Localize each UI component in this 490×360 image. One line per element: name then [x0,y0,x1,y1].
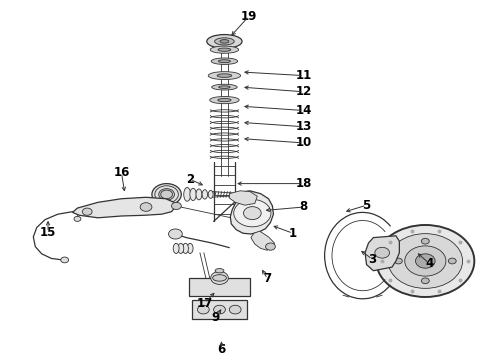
Circle shape [172,202,181,210]
Circle shape [74,216,81,221]
Ellipse shape [173,243,179,253]
Circle shape [197,305,209,314]
Circle shape [416,254,435,268]
Ellipse shape [217,74,232,77]
Ellipse shape [210,96,239,104]
Polygon shape [251,231,274,250]
Circle shape [61,257,69,263]
Polygon shape [230,191,273,234]
Text: 1: 1 [289,227,297,240]
Ellipse shape [220,40,229,43]
Ellipse shape [210,46,239,53]
Circle shape [229,305,241,314]
Ellipse shape [182,243,188,253]
Circle shape [376,225,474,297]
Ellipse shape [219,60,230,63]
Text: 12: 12 [295,85,312,98]
Text: 8: 8 [300,201,308,213]
Ellipse shape [184,188,191,201]
Text: 5: 5 [363,199,370,212]
Polygon shape [189,278,250,296]
Ellipse shape [212,84,237,90]
Ellipse shape [207,35,242,48]
Ellipse shape [208,190,213,198]
Ellipse shape [196,189,202,200]
Circle shape [159,189,174,200]
Ellipse shape [215,38,234,45]
Circle shape [448,258,456,264]
Circle shape [169,229,182,239]
Ellipse shape [213,275,226,281]
Ellipse shape [218,48,231,51]
Circle shape [152,184,181,205]
Circle shape [140,203,152,211]
Text: 6: 6 [218,343,225,356]
Ellipse shape [219,86,230,89]
Text: 2: 2 [186,173,194,186]
Ellipse shape [208,72,241,80]
Polygon shape [73,197,175,218]
Text: 16: 16 [113,166,130,179]
Ellipse shape [202,190,208,199]
Text: 14: 14 [295,104,312,117]
Polygon shape [229,191,257,205]
Text: 4: 4 [425,257,433,270]
Circle shape [234,199,271,227]
Circle shape [421,238,429,244]
Ellipse shape [215,269,224,273]
Text: 11: 11 [295,69,312,82]
Circle shape [82,208,92,215]
Circle shape [405,246,446,276]
Circle shape [266,243,275,250]
Text: 19: 19 [241,10,257,23]
Polygon shape [365,236,399,271]
Circle shape [214,305,225,314]
Text: 17: 17 [196,297,213,310]
Circle shape [244,207,261,220]
Ellipse shape [190,188,196,201]
Ellipse shape [218,98,231,102]
Text: 10: 10 [295,136,312,149]
Circle shape [394,258,402,264]
Text: 9: 9 [212,311,220,324]
Circle shape [211,271,228,284]
Text: 7: 7 [264,273,271,285]
Text: 3: 3 [368,253,376,266]
Text: 18: 18 [295,177,312,190]
Ellipse shape [178,243,184,253]
Circle shape [388,234,463,288]
Polygon shape [192,300,247,319]
Ellipse shape [187,243,193,253]
Text: 15: 15 [40,226,56,239]
Circle shape [375,247,390,258]
Text: 13: 13 [295,120,312,133]
Circle shape [421,278,429,284]
Ellipse shape [211,58,238,64]
